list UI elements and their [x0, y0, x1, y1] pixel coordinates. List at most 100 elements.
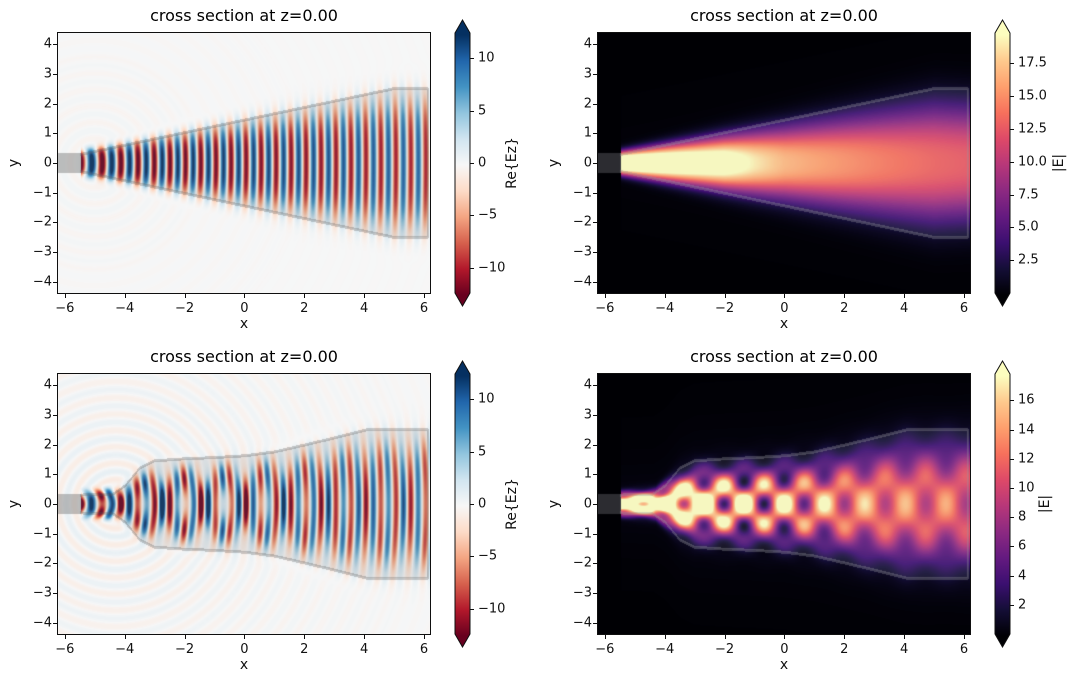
colorbar-tick-label: 16 [1018, 392, 1035, 408]
x-tick-label: −6 [55, 642, 75, 657]
y-tick-mark [593, 533, 597, 535]
x-axis-label: x [779, 657, 789, 673]
plot-area [57, 373, 431, 635]
y-tick-label: 4 [583, 36, 592, 52]
y-tick-label: −3 [32, 244, 52, 260]
x-tick-mark [364, 294, 366, 298]
y-tick-mark [53, 533, 57, 535]
colorbar-tick-mark [470, 451, 474, 453]
y-tick-label: −2 [32, 555, 52, 571]
y-tick-label: 3 [43, 407, 52, 423]
colorbar [454, 359, 471, 649]
x-tick-mark [304, 635, 306, 639]
colorbar-label: Re{Ez} [503, 478, 520, 530]
colorbar-tick-label: 10 [478, 50, 495, 66]
y-tick-label: 0 [43, 496, 52, 512]
x-tick-label: 4 [900, 642, 909, 657]
colorbar-tick-label: −10 [478, 601, 506, 617]
plot-title: cross section at z=0.00 [690, 347, 878, 366]
colorbar-tick-mark [1010, 517, 1014, 519]
y-tick-label: 3 [583, 407, 592, 423]
y-tick-mark [593, 504, 597, 505]
colorbar-tick-mark [470, 556, 474, 558]
x-tick-mark [64, 294, 66, 298]
x-tick-label: −6 [595, 301, 615, 316]
x-tick-label: −4 [115, 301, 135, 316]
x-tick-label: 0 [780, 642, 789, 657]
field-heatmap-canvas [58, 374, 430, 634]
y-tick-mark [593, 252, 597, 254]
colorbar [994, 359, 1011, 649]
x-tick-mark [424, 635, 425, 639]
colorbar-tick-label: 12 [1018, 451, 1035, 467]
colorbar-tick-label: 2 [1018, 597, 1027, 613]
y-tick-mark [53, 622, 57, 624]
y-tick-mark [593, 192, 597, 194]
y-tick-label: 2 [583, 96, 592, 111]
colorbar-label: |E| [1036, 494, 1053, 514]
colorbar-tick-label: 5 [478, 444, 487, 460]
x-tick-label: 4 [900, 301, 909, 316]
y-tick-mark [593, 281, 597, 283]
y-tick-mark [53, 474, 57, 476]
y-tick-mark [593, 103, 597, 105]
y-tick-mark [593, 222, 597, 224]
y-tick-label: −3 [32, 585, 52, 601]
colorbar-tick-mark [1010, 458, 1014, 460]
y-tick-mark [53, 593, 57, 595]
colorbar-tick-mark [1010, 128, 1014, 130]
y-tick-mark [53, 44, 57, 45]
colorbar-tick-label: 7.5 [1018, 187, 1039, 202]
y-tick-mark [593, 44, 597, 45]
y-tick-label: 0 [43, 155, 52, 171]
colorbar-tick-mark [470, 504, 474, 505]
y-tick-mark [593, 133, 597, 135]
x-tick-label: 0 [240, 642, 249, 657]
x-tick-mark [724, 294, 726, 298]
colorbar-tick-mark [1010, 260, 1014, 262]
y-tick-label: −1 [572, 526, 592, 542]
y-tick-mark [53, 103, 57, 105]
x-axis-label: x [239, 316, 249, 332]
plot-area [57, 32, 431, 294]
x-tick-mark [784, 294, 786, 298]
x-tick-label: 2 [300, 642, 309, 657]
y-tick-mark [53, 222, 57, 224]
x-tick-mark [184, 294, 186, 298]
x-tick-label: 2 [840, 642, 849, 657]
plot-area [597, 373, 971, 635]
colorbar-tick-label: 5.0 [1018, 219, 1039, 235]
x-tick-mark [244, 635, 246, 639]
colorbar-tick-label: 0 [478, 155, 487, 171]
colorbar-tick-label: 17.5 [1018, 55, 1047, 71]
y-tick-label: −1 [572, 185, 592, 201]
x-tick-label: −6 [55, 301, 75, 316]
y-tick-mark [53, 252, 57, 254]
y-tick-label: 0 [583, 496, 592, 512]
colorbar-tick-mark [1010, 429, 1014, 431]
subplot-abs-e-curved-taper: cross section at z=0.00 x y |E| −6 −4 −2 0 2… [540, 341, 1080, 686]
colorbar-tick-mark [1010, 161, 1014, 163]
x-axis-label: x [239, 657, 249, 673]
colorbar-tick-mark [470, 110, 474, 112]
y-tick-mark [593, 622, 597, 624]
x-tick-mark [904, 635, 906, 639]
x-tick-mark [64, 635, 66, 639]
y-tick-mark [593, 385, 597, 386]
y-tick-mark [593, 163, 597, 164]
plot-title: cross section at z=0.00 [150, 6, 338, 25]
y-tick-label: 1 [43, 466, 52, 482]
colorbar-tick-label: 10 [1018, 480, 1035, 496]
y-tick-label: 4 [43, 377, 52, 393]
x-tick-label: 0 [240, 301, 249, 316]
y-tick-label: −1 [32, 526, 52, 542]
x-tick-label: 0 [780, 301, 789, 316]
x-tick-mark [724, 635, 726, 639]
y-tick-mark [53, 73, 57, 75]
x-tick-label: −2 [174, 642, 195, 657]
field-heatmap-canvas [598, 374, 970, 634]
colorbar-tick-label: 15.0 [1018, 88, 1047, 104]
colorbar-tick-mark [1010, 487, 1014, 489]
colorbar-tick-mark [470, 608, 474, 610]
x-tick-label: −4 [115, 642, 135, 657]
